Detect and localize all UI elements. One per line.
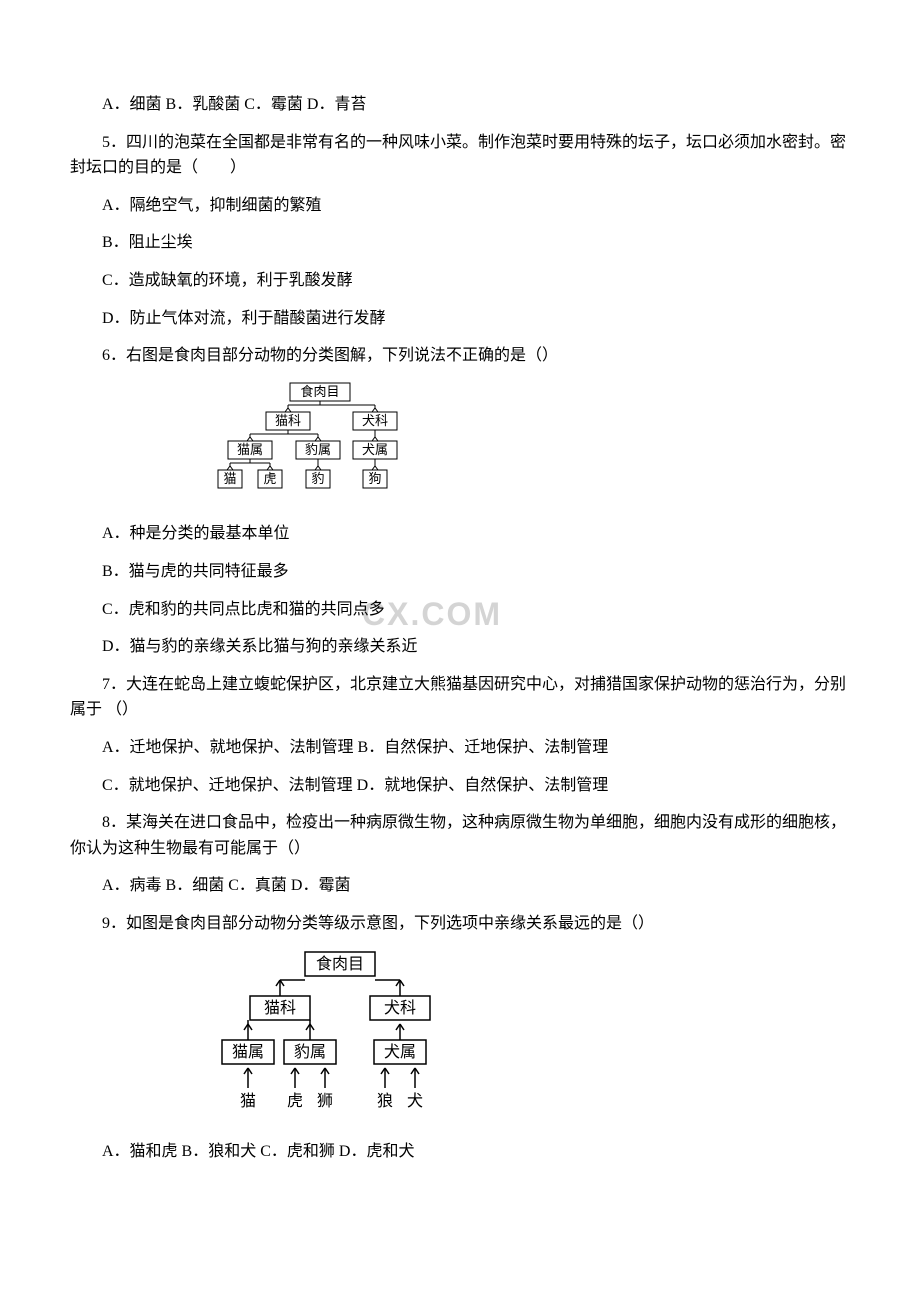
q7-line1: A．迁地保护、就地保护、法制管理 B．自然保护、迁地保护、法制管理 [70, 735, 850, 761]
q5-A: A．隔绝空气，抑制细菌的繁殖 [70, 193, 850, 219]
svg-text:豹属: 豹属 [305, 442, 331, 457]
svg-text:豹属: 豹属 [294, 1043, 326, 1061]
svg-text:犬科: 犬科 [384, 999, 416, 1017]
svg-text:狼: 狼 [377, 1092, 393, 1110]
svg-text:食肉目: 食肉目 [300, 384, 339, 399]
q8-options: A．病毒 B．细菌 C．真菌 D．霉菌 [70, 873, 850, 899]
q9-diagram: 食肉目 猫科 犬科 [210, 948, 850, 1127]
svg-text:猫属: 猫属 [232, 1043, 264, 1061]
q6-diagram: 食肉目 猫科 犬科 猫属 豹属 犬属 [210, 381, 850, 510]
svg-text:虎: 虎 [263, 471, 276, 486]
q5-stem: 5．四川的泡菜在全国都是非常有名的一种风味小菜。制作泡菜时要用特殊的坛子，坛口必… [70, 130, 850, 181]
q9-stem: 9．如图是食肉目部分动物分类等级示意图，下列选项中亲缘关系最远的是（） [70, 911, 850, 937]
q8-stem: 8．某海关在进口食品中，检疫出一种病原微生物，这种病原微生物为单细胞，细胞内没有… [70, 810, 850, 861]
svg-text:狗: 狗 [368, 471, 381, 486]
svg-text:猫科: 猫科 [264, 999, 296, 1017]
q5-C: C．造成缺氧的环境，利于乳酸发酵 [70, 268, 850, 294]
q6-B: B．猫与虎的共同特征最多 [70, 559, 850, 585]
svg-text:虎: 虎 [287, 1092, 303, 1110]
q6-D: D．猫与豹的亲缘关系比猫与狗的亲缘关系近 [70, 634, 850, 660]
q6-C: C．虎和豹的共同点比虎和猫的共同点多 CX.COM [70, 597, 850, 623]
q5-B: B．阻止尘埃 [70, 230, 850, 256]
svg-text:犬科: 犬科 [362, 413, 388, 428]
svg-text:狮: 狮 [317, 1092, 333, 1110]
svg-text:豹: 豹 [311, 471, 324, 486]
q4-options: A．细菌 B．乳酸菌 C．霉菌 D．青苔 [70, 92, 850, 118]
svg-text:猫属: 猫属 [237, 442, 263, 457]
svg-text:犬属: 犬属 [384, 1043, 416, 1061]
q5-D: D．防止气体对流，利于醋酸菌进行发酵 [70, 306, 850, 332]
svg-text:食肉目: 食肉目 [316, 955, 364, 973]
svg-text:犬: 犬 [407, 1092, 423, 1110]
svg-text:猫科: 猫科 [275, 413, 301, 428]
q7-line2: C．就地保护、迁地保护、法制管理 D．就地保护、自然保护、法制管理 [70, 773, 850, 799]
q9-options: A．猫和虎 B．狼和犬 C．虎和狮 D．虎和犬 [70, 1139, 850, 1165]
q6-stem: 6．右图是食肉目部分动物的分类图解，下列说法不正确的是（） [70, 343, 850, 369]
svg-text:犬属: 犬属 [362, 442, 388, 457]
q6-A: A．种是分类的最基本单位 [70, 521, 850, 547]
svg-text:猫: 猫 [223, 471, 236, 486]
svg-text:猫: 猫 [240, 1092, 256, 1110]
q7-stem: 7．大连在蛇岛上建立蝮蛇保护区，北京建立大熊猫基因研究中心，对捕猎国家保护动物的… [70, 672, 850, 723]
